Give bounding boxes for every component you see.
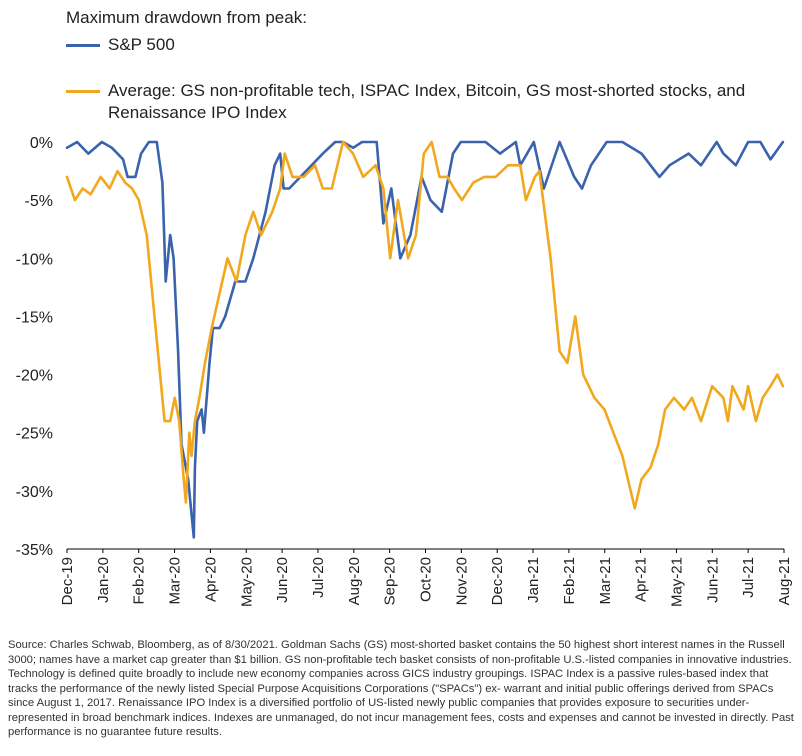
legend-label-average: Average: GS non-profitable tech, ISPAC I… (108, 81, 746, 122)
y-tick-label: -20% (16, 368, 53, 385)
legend-swatch-average (66, 90, 100, 93)
drawdown-line-chart: 0% -5% -10% -15% -20% -25% -30% -35% Dec-19 Jan-… (16, 135, 793, 607)
legend-swatch-sp500 (66, 44, 100, 47)
y-tick-label: -35% (16, 542, 53, 559)
x-tick-label: Aug-21 (776, 557, 793, 605)
chart-title: Maximum drawdown from peak: (66, 8, 307, 27)
x-tick-label: Apr-21 (633, 557, 650, 602)
legend-item-average: Average: GS non-profitable tech, ISPAC I… (66, 80, 766, 126)
series-line-average (65, 140, 785, 510)
x-tick-label: Jun-21 (704, 557, 721, 603)
x-tick-label: Dec-20 (489, 557, 506, 605)
x-tick-label: Aug-20 (346, 557, 363, 605)
x-tick-label: Jun-20 (274, 557, 291, 603)
x-tick-label: Feb-20 (131, 557, 148, 605)
series-line-sp500 (65, 140, 785, 539)
y-tick-label: -30% (16, 484, 53, 501)
x-tick-label: Jan-20 (95, 557, 112, 603)
x-tick-label: Mar-21 (597, 557, 614, 605)
y-tick-label: -5% (25, 193, 53, 210)
y-tick-label: -10% (16, 251, 53, 268)
source-footnote: Source: Charles Schwab, Bloomberg, as of… (8, 639, 794, 738)
x-tick-label: Mar-20 (167, 557, 184, 605)
x-tick-label: Feb-21 (561, 557, 578, 605)
x-tick-label: May-20 (238, 557, 255, 607)
x-tick-label: Apr-20 (202, 557, 219, 602)
x-tick-label: Dec-19 (59, 557, 76, 605)
x-tick-label: Jul-20 (310, 557, 327, 598)
x-axis: Dec-19 Jan-20 Feb-20 Mar-20 Apr-20 May-20 Jun-… (59, 548, 793, 607)
y-tick-label: 0% (30, 135, 53, 152)
y-tick-label: -15% (16, 309, 53, 326)
x-tick-label: May-21 (668, 557, 685, 607)
x-tick-label: Nov-20 (453, 557, 470, 605)
legend-label-sp500: S&P 500 (108, 35, 175, 54)
series-layer (65, 140, 785, 539)
y-axis: 0% -5% -10% -15% -20% -25% -30% -35% (16, 135, 53, 559)
x-tick-label: Jul-21 (740, 557, 757, 598)
x-tick-label: Jan-21 (525, 557, 542, 603)
x-tick-label: Sep-20 (382, 557, 399, 605)
x-tick-label: Oct-20 (418, 557, 435, 602)
y-tick-label: -25% (16, 426, 53, 443)
